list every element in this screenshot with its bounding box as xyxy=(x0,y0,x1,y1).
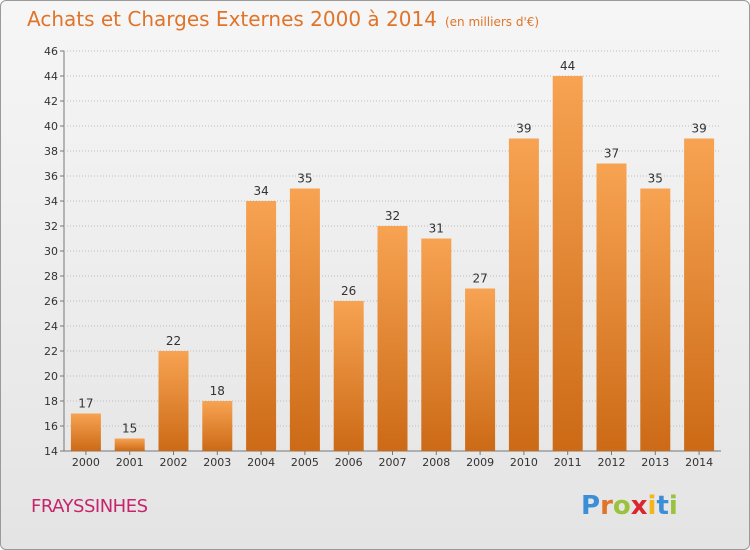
x-tick-label: 2011 xyxy=(554,456,582,469)
x-tick-label: 2007 xyxy=(379,456,407,469)
logo-letter: o xyxy=(612,491,631,521)
bar-2005 xyxy=(289,188,320,451)
bar-value-label: 39 xyxy=(516,122,531,136)
bar-2004 xyxy=(246,201,277,451)
bar-value-label: 15 xyxy=(122,422,137,436)
bar-value-label: 37 xyxy=(604,147,619,161)
x-tick-label: 2010 xyxy=(510,456,538,469)
logo-letter: P xyxy=(581,491,601,521)
y-tick-label: 30 xyxy=(44,245,58,258)
y-tick-label: 22 xyxy=(44,345,58,358)
y-tick-label: 44 xyxy=(44,70,58,83)
logo-letter: i xyxy=(647,491,657,521)
x-tick-label: 2008 xyxy=(422,456,450,469)
bar-2012 xyxy=(596,163,627,451)
x-tick-label: 2004 xyxy=(247,456,275,469)
logo-letter: i xyxy=(668,491,678,521)
y-tick-label: 14 xyxy=(44,445,58,458)
x-tick-label: 2000 xyxy=(72,456,100,469)
bar-2008 xyxy=(421,238,452,451)
bar-2010 xyxy=(508,138,539,451)
y-tick-label: 20 xyxy=(44,370,58,383)
bar-value-label: 39 xyxy=(691,122,706,136)
logo-letter: r xyxy=(600,491,613,521)
y-tick-label: 18 xyxy=(44,395,58,408)
logo-letter: x xyxy=(630,491,648,521)
y-tick-label: 24 xyxy=(44,320,58,333)
chart-title: Achats et Charges Externes 2000 à 2014 (e… xyxy=(27,7,539,31)
bar-value-label: 17 xyxy=(78,397,93,411)
y-tick-label: 36 xyxy=(44,170,58,183)
bar-value-label: 32 xyxy=(385,209,400,223)
bar-value-label: 26 xyxy=(341,284,356,298)
x-tick-label: 2002 xyxy=(160,456,188,469)
y-tick-label: 46 xyxy=(44,45,58,58)
bar-2009 xyxy=(465,288,496,451)
bar-value-label: 35 xyxy=(648,172,663,186)
x-tick-label: 2012 xyxy=(598,456,626,469)
x-tick-label: 2006 xyxy=(335,456,363,469)
x-tick-label: 2014 xyxy=(685,456,713,469)
y-tick-label: 26 xyxy=(44,295,58,308)
bar-value-label: 44 xyxy=(560,59,575,73)
x-tick-label: 2005 xyxy=(291,456,319,469)
chart-title-text: Achats et Charges Externes 2000 à 2014 xyxy=(27,7,437,31)
bar-2000 xyxy=(70,413,101,451)
commune-name: FRAYSSINHES xyxy=(31,496,148,517)
labels-group: 14 16 18 20 22 24 26 28 30 32 34 36 38 40 42 44 46 17 2000… xyxy=(44,45,713,469)
chart-subtitle: (en milliers d'€) xyxy=(444,15,540,29)
logo-letter: t xyxy=(656,491,669,521)
proxiti-logo: Proxiti xyxy=(581,491,678,521)
y-tick-label: 42 xyxy=(44,95,58,108)
bar-2003 xyxy=(202,401,233,451)
bar-value-label: 34 xyxy=(253,184,268,198)
bar-value-label: 27 xyxy=(472,272,487,286)
y-tick-label: 38 xyxy=(44,145,58,158)
bars-group xyxy=(70,76,715,451)
bar-2001 xyxy=(114,438,145,451)
y-tick-label: 40 xyxy=(44,120,58,133)
bar-2006 xyxy=(333,301,364,451)
bar-2007 xyxy=(377,226,408,451)
x-tick-label: 2003 xyxy=(203,456,231,469)
bar-2013 xyxy=(640,188,671,451)
x-tick-label: 2013 xyxy=(641,456,669,469)
bar-value-label: 35 xyxy=(297,172,312,186)
bar-2014 xyxy=(684,138,715,451)
bar-value-label: 18 xyxy=(210,384,225,398)
bar-value-label: 31 xyxy=(429,222,444,236)
y-tick-label: 34 xyxy=(44,195,58,208)
y-tick-label: 32 xyxy=(44,220,58,233)
bar-value-label: 22 xyxy=(166,334,181,348)
bar-2011 xyxy=(552,76,583,451)
x-tick-label: 2001 xyxy=(116,456,144,469)
y-tick-label: 16 xyxy=(44,420,58,433)
y-tick-label: 28 xyxy=(44,270,58,283)
x-tick-label: 2009 xyxy=(466,456,494,469)
bar-2002 xyxy=(158,351,189,451)
